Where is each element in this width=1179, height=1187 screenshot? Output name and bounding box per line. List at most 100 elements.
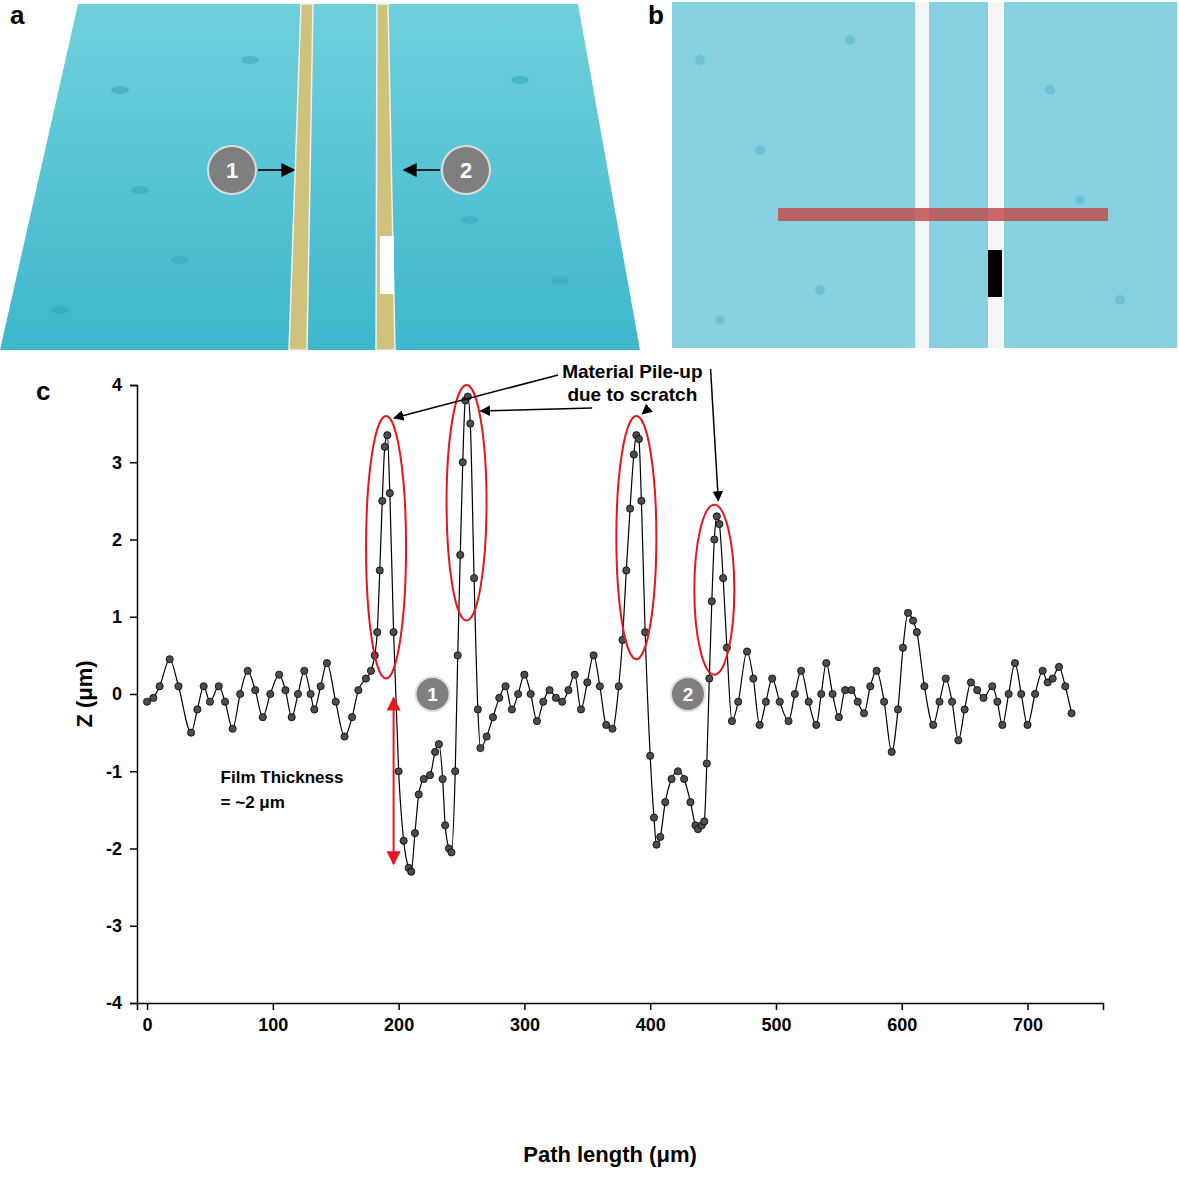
profile-point [276,671,283,678]
profile-point [647,752,654,759]
profile-point [244,667,251,674]
profile-point [860,710,867,717]
profile-point [474,706,481,713]
profile-point [415,791,422,798]
profile-point [390,629,397,636]
profile-point [681,775,688,782]
y-tick-mark [130,1003,137,1005]
scratch-track [289,4,313,350]
profile-point [711,536,718,543]
profile-point [720,575,727,582]
micrograph-texture [815,285,825,295]
panel-label: c [36,376,50,406]
x-tick-mark [524,1003,526,1010]
annotation-arrow [394,375,558,418]
profile-point [623,567,630,574]
micrograph-texture [755,145,765,155]
profile-point [408,868,415,875]
profile-point [200,683,207,690]
profile-point [439,775,446,782]
profile-point [559,698,566,705]
marker-arrow [404,169,440,171]
profile-point [798,667,805,674]
x-tick: 100 [258,1003,288,1035]
profile-point [687,799,694,806]
profile-point [626,505,633,512]
y-tick-mark [130,694,137,696]
y-tick-label: -4 [106,993,122,1013]
x-tick-label: 500 [761,1015,791,1035]
profile-line [147,397,1071,872]
profile-point [175,683,182,690]
profile-point [703,760,710,767]
pile-up-highlight [366,416,406,679]
x-tick-mark [273,1003,275,1010]
profile-point [904,609,911,616]
profile-line [778,208,1108,221]
profile-point [521,671,528,678]
profile-point [459,459,466,466]
profile-point [376,567,383,574]
x-tick: 700 [1013,1003,1043,1035]
profile-point [955,737,962,744]
marker-label: 1 [427,684,438,705]
profile-point [552,694,559,701]
x-tick: 500 [761,1003,791,1035]
micrograph-texture [1075,195,1085,205]
profile-point [674,768,681,775]
y-tick-label: -3 [106,916,122,936]
profile-point [1031,690,1038,697]
profile-point [994,698,1001,705]
scratch-track [915,2,929,348]
profile-point [489,714,496,721]
profile-point [913,629,920,636]
profile-point [835,714,842,721]
profile-point [1024,721,1031,728]
y-tick-label: 2 [112,530,122,550]
x-tick-mark [147,1003,149,1010]
profile-point [813,721,820,728]
surface-texture [241,56,259,64]
marker-badge [208,146,256,194]
profile-point [735,698,742,705]
profile-point [590,652,597,659]
profile-point [1018,690,1025,697]
profile-point [381,443,388,450]
profile-point [426,772,433,779]
y-tick: -1 [106,762,137,782]
profile-point [708,598,715,605]
profile-point [496,694,503,701]
profile-point [936,698,943,705]
profile-point [452,768,459,775]
profile-point [635,435,642,442]
profile-point [166,656,173,663]
y-tick-mark [130,617,137,619]
profile-point [630,451,637,458]
y-tick-label: 3 [112,453,122,473]
surface-texture [51,306,69,314]
x-tick-mark [902,1003,904,1010]
surface [0,4,640,350]
profile-point [379,497,386,504]
y-tick: -4 [106,993,137,1013]
profile-point [386,490,393,497]
panel-label: b [648,0,664,30]
thickness-arrow [393,698,395,864]
annotations: Material Pile-updue to scratchFilm Thick… [221,361,735,864]
profile-point [194,706,201,713]
x-tick-label: 0 [143,1015,153,1035]
scratch-track [988,2,1004,348]
x-tick: 600 [887,1003,917,1035]
profile-point [435,741,442,748]
profile-point [301,667,308,674]
x-tick-label: 700 [1013,1015,1043,1035]
profile-point [584,679,591,686]
profile-point [706,675,713,682]
x-tick: 0 [143,1003,153,1035]
surface-texture [111,86,129,94]
x-axis-line [138,1004,1104,1011]
profile-point [662,799,669,806]
profile-point [341,733,348,740]
profile-point [1011,660,1018,667]
y-axis-title: Z (μm) [72,660,97,727]
